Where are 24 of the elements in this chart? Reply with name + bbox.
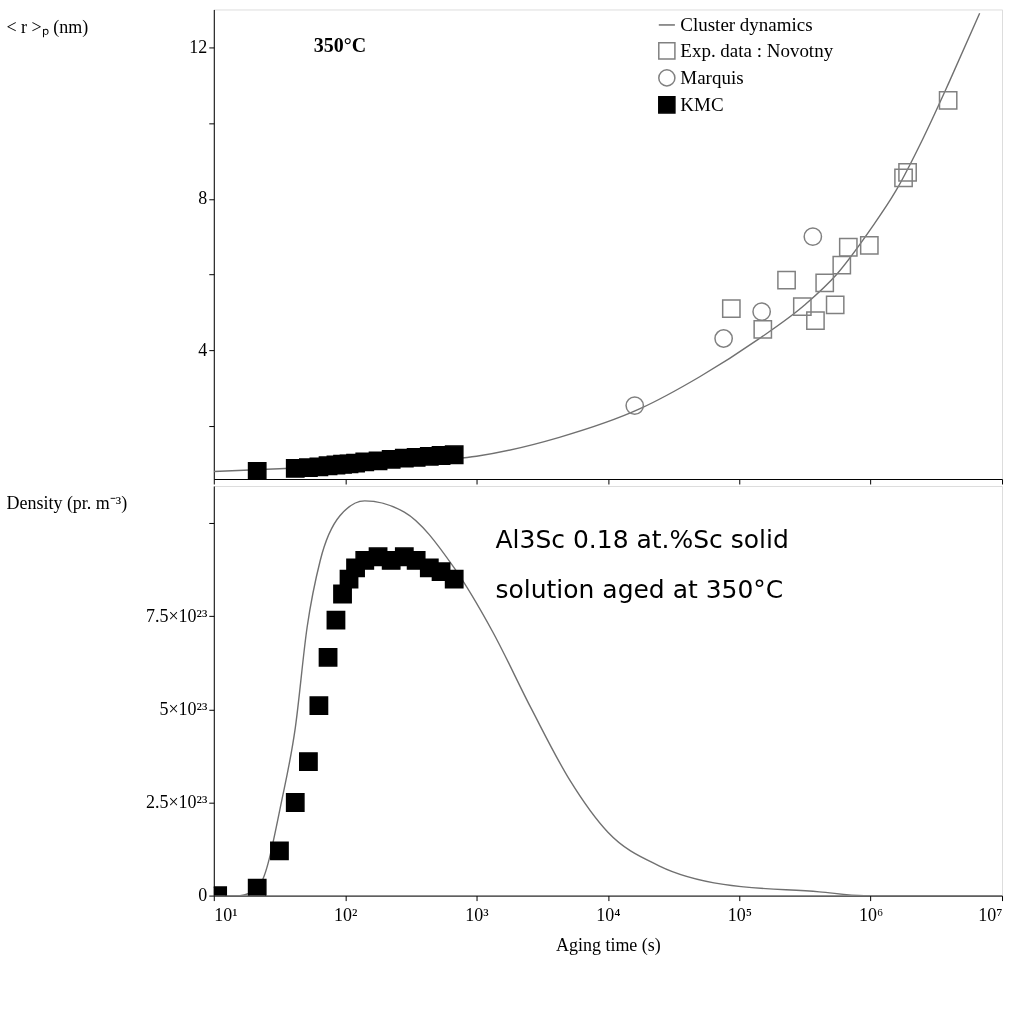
y-tick-label: 12 [189, 36, 208, 57]
legend-label: Cluster dynamics [680, 13, 813, 35]
legend-label: Exp. data : Novotny [680, 39, 834, 61]
y-tick-label: 7.5×10²³ [145, 605, 208, 626]
x-tick-label: 10⁵ [727, 905, 752, 926]
legend-label: Marquis [680, 66, 744, 88]
y-tick-label: 2.5×10²³ [145, 792, 208, 812]
y-axis-title: < r >ₚ (nm) [6, 16, 89, 38]
legend-label: KMC [680, 93, 724, 115]
annotation: Al3Sc 0.18 at.%Sc solid [495, 524, 789, 554]
x-tick-label: 10¹ [214, 905, 238, 926]
x-tick-label: 10³ [465, 905, 490, 926]
annotation: solution aged at 350°C [495, 574, 784, 604]
x-tick-label: 10⁷ [978, 905, 1003, 926]
y-tick-label: 8 [198, 188, 208, 209]
x-tick-label: 10⁶ [859, 905, 884, 926]
y-tick-label: 4 [198, 339, 208, 360]
x-axis-title: Aging time (s) [556, 935, 661, 957]
x-tick-label: 10² [333, 905, 358, 926]
x-tick-label: 10⁴ [596, 905, 621, 926]
y-axis-title: Density (pr. m⁻³) [6, 493, 128, 515]
y-tick-label: 0 [198, 885, 208, 906]
annotation: 350°C [313, 34, 367, 57]
y-tick-label: 5×10²³ [159, 698, 208, 719]
